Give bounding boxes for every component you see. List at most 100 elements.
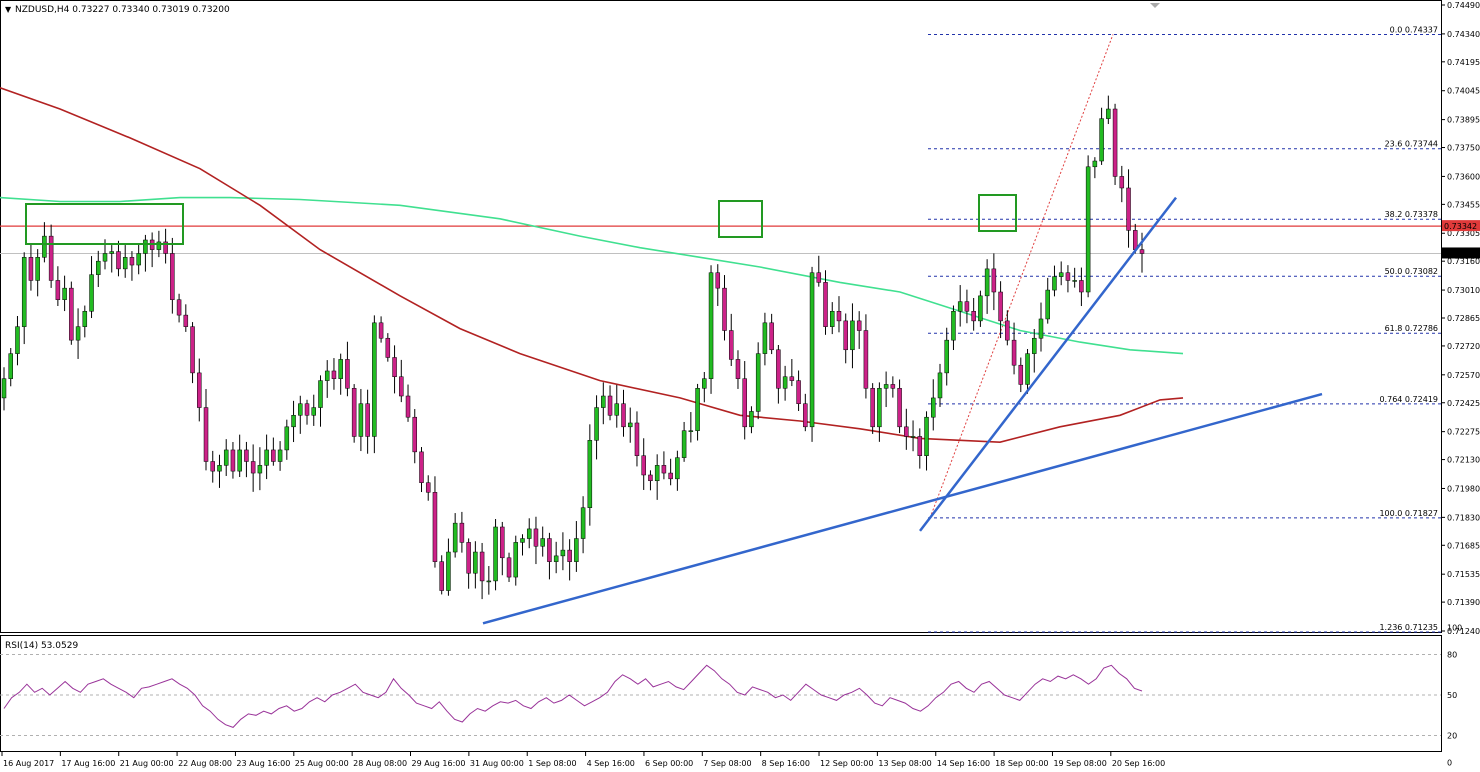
fibonacci-levels: 0.0 0.74337 23.6 0.73744 38.2 0.73378 50.0 … [928, 25, 1441, 633]
candle-bearish [567, 549, 572, 562]
candle-bullish [1052, 276, 1057, 291]
candle-bullish [749, 411, 754, 428]
candle-bullish [984, 268, 990, 297]
candle-bearish [1112, 108, 1118, 177]
chart-header-text: NZDUSD,H4 0.73227 0.73340 0.73019 0.7320… [15, 5, 230, 15]
candle-bearish [803, 403, 808, 428]
candle-bearish [419, 451, 424, 483]
candle-bullish [446, 551, 451, 591]
candle-bullish [1025, 353, 1030, 385]
candle-bearish [197, 372, 202, 408]
fib-label: 0.764 0.72419 [1379, 395, 1438, 404]
rsi-axis-label: 50 [1447, 691, 1457, 700]
candle-bullish [358, 403, 364, 437]
candle-bullish [553, 555, 559, 562]
time-tick-label: 7 Sep 08:00 [703, 759, 751, 768]
price-tick-label: 0.72130 [1447, 456, 1480, 465]
candle-bearish [998, 291, 1003, 322]
time-tick-label: 13 Sep 08:00 [878, 759, 931, 768]
price-tick-label: 0.73895 [1447, 116, 1480, 125]
candle-bullish [560, 549, 566, 557]
time-tick-label: 31 Aug 00:00 [470, 759, 524, 768]
candle-bearish [533, 528, 539, 547]
scroll-marker-icon[interactable] [1150, 3, 1160, 8]
sma-green-line [0, 196, 1184, 355]
candle-bearish [668, 472, 673, 480]
candle-bearish [1005, 320, 1010, 341]
candle-bearish [506, 557, 512, 578]
candle-bullish [122, 257, 128, 270]
candle-bearish [789, 376, 795, 381]
candle-bearish [776, 349, 781, 389]
fib-label: 38.2 0.73378 [1385, 210, 1438, 219]
price-tick-label: 0.72865 [1447, 314, 1480, 323]
candle-bullish [931, 397, 936, 418]
candle-bearish [816, 272, 822, 283]
rsi-axis-label: 100 [1447, 624, 1462, 633]
candle-bullish [937, 372, 943, 399]
time-tick-label: 17 Aug 16:00 [61, 759, 115, 768]
fib-label: 23.6 0.73744 [1385, 140, 1438, 149]
time-tick-label: 29 Aug 16:00 [412, 759, 466, 768]
candle-bearish [1018, 364, 1024, 385]
candle-bullish [1099, 118, 1104, 162]
candle-bearish [836, 311, 842, 322]
candle-bearish [1079, 280, 1084, 293]
resistance-test-box [978, 194, 1017, 232]
rising-trendline [919, 196, 1177, 532]
candle-bearish [823, 282, 828, 327]
price-tick-label: 0.71240 [1447, 627, 1480, 636]
candle-bearish [991, 268, 997, 293]
sma-red-line [0, 87, 1184, 444]
candle-bullish [62, 287, 67, 300]
candle-bearish [735, 359, 741, 379]
candle-bullish [318, 380, 323, 408]
price-tick-label: 0.72275 [1447, 428, 1480, 437]
candle-bullish [89, 274, 94, 312]
candle-bearish [1139, 249, 1145, 254]
resistance-test-box [718, 200, 763, 238]
candle-bearish [890, 384, 896, 389]
time-tick-label: 28 Aug 08:00 [353, 759, 407, 768]
candle-bearish [648, 474, 653, 482]
candle-bullish [237, 449, 242, 472]
candle-bullish [782, 376, 788, 389]
price-tick-label: 0.71390 [1447, 598, 1480, 607]
rsi-header-text: RSI(14) 53.0529 [5, 641, 78, 651]
time-tick-label: 23 Aug 16:00 [236, 759, 290, 768]
candle-bullish [338, 359, 343, 379]
candle-bullish [526, 528, 532, 539]
candle-bullish [944, 339, 949, 374]
price-tick-label: 0.71980 [1447, 484, 1480, 493]
resistance-price-label: 0.73342 [1444, 222, 1477, 231]
rsi-axis-label: 0 [1447, 759, 1452, 768]
candle-bullish [1106, 108, 1111, 119]
candle-bullish [951, 311, 956, 341]
price-tick-label: 0.73600 [1447, 172, 1480, 181]
candle-bearish [500, 526, 505, 559]
fib-label: 1.236 0.71235 [1379, 623, 1438, 632]
time-axis: 16 Aug 2017 17 Aug 16:00 21 Aug 00:00 22 Au… [1, 751, 1165, 768]
candle-bearish [715, 272, 721, 289]
candle-bullish [21, 257, 27, 327]
candle-bullish [35, 257, 40, 281]
candle-bearish [1126, 187, 1131, 231]
candle-bullish [264, 449, 269, 466]
price-tick-label: 0.74045 [1447, 87, 1480, 96]
price-tick-label: 0.74490 [1447, 1, 1480, 10]
fib-label: 50.0 0.73082 [1385, 267, 1438, 276]
candle-bearish [769, 322, 774, 351]
time-tick-label: 6 Sep 00:00 [645, 759, 693, 768]
chart-menu-arrow[interactable]: ▼ [5, 5, 12, 14]
candle-bearish [863, 330, 869, 389]
candle-bearish [1011, 339, 1017, 366]
candle-bullish [850, 320, 855, 351]
candle-bullish [284, 426, 290, 451]
candle-bullish [96, 260, 101, 275]
candle-bearish [176, 299, 182, 316]
candle-bearish [843, 320, 848, 351]
price-tick-label: 0.73305 [1447, 229, 1480, 238]
price-tick-label: 0.71685 [1447, 541, 1480, 550]
candle-bearish [203, 407, 209, 462]
price-tick-label: 0.73010 [1447, 286, 1480, 295]
